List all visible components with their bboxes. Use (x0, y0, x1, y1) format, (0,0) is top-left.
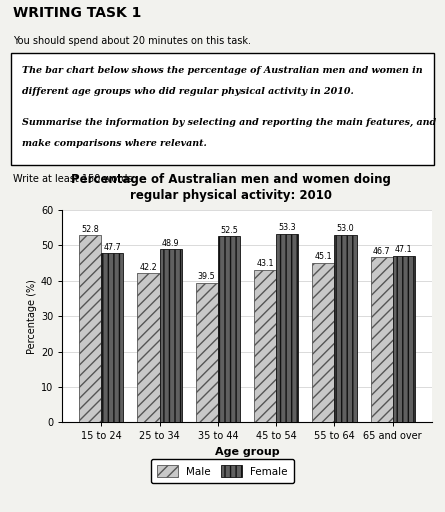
Text: 47.7: 47.7 (103, 243, 121, 252)
Text: 43.1: 43.1 (256, 260, 274, 268)
Bar (392, 255, 415, 422)
Text: WRITING TASK 1: WRITING TASK 1 (13, 6, 142, 20)
Text: The bar chart below shows the percentage of Australian men and women in: The bar chart below shows the percentage… (22, 66, 423, 75)
Legend: Male, Female: Male, Female (151, 459, 294, 483)
Bar (312, 263, 334, 422)
X-axis label: Age group: Age group (214, 447, 279, 457)
Bar (138, 273, 160, 422)
Text: 46.7: 46.7 (373, 247, 390, 255)
Text: 53.0: 53.0 (337, 224, 354, 233)
Text: 47.1: 47.1 (395, 245, 413, 254)
FancyBboxPatch shape (11, 53, 434, 165)
Text: 48.9: 48.9 (162, 239, 179, 248)
Y-axis label: Percentage (%): Percentage (%) (27, 279, 37, 354)
Text: 53.3: 53.3 (279, 223, 296, 232)
Text: 52.5: 52.5 (220, 226, 238, 235)
Text: Percentage of Australian men and women doing
regular physical activity: 2010: Percentage of Australian men and women d… (72, 173, 391, 202)
Text: 52.8: 52.8 (81, 225, 99, 234)
Bar (160, 249, 182, 422)
Bar (101, 253, 123, 422)
Bar (196, 283, 218, 422)
Text: 45.1: 45.1 (315, 252, 332, 261)
Text: different age groups who did regular physical activity in 2010.: different age groups who did regular phy… (22, 87, 354, 96)
Bar (254, 270, 276, 422)
Bar (218, 237, 240, 422)
Bar (371, 257, 392, 422)
Bar (79, 236, 101, 422)
Text: make comparisons where relevant.: make comparisons where relevant. (22, 139, 207, 148)
Bar (276, 233, 298, 422)
Text: 42.2: 42.2 (140, 263, 158, 271)
Bar (334, 234, 356, 422)
Text: Write at least 150 words.: Write at least 150 words. (13, 174, 136, 184)
Text: 39.5: 39.5 (198, 272, 216, 281)
Text: You should spend about 20 minutes on this task.: You should spend about 20 minutes on thi… (13, 36, 251, 46)
Text: Summarise the information by selecting and reporting the main features, and: Summarise the information by selecting a… (22, 118, 437, 127)
